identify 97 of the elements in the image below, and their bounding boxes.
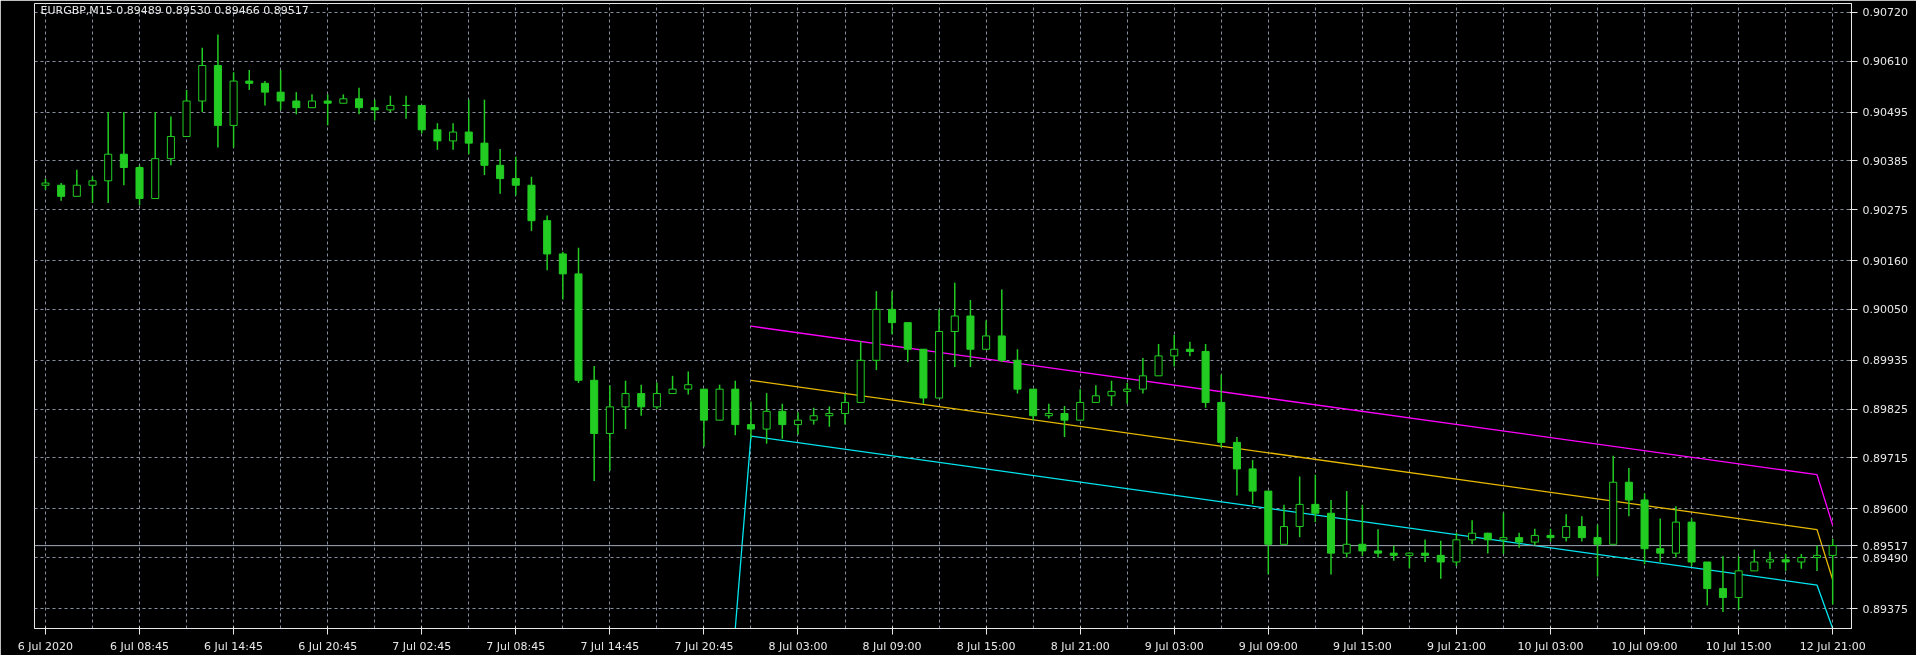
candlestick: [166, 115, 175, 167]
x-tick-label: 10 Jul 03:00: [1517, 639, 1584, 653]
candlestick: [119, 111, 128, 186]
candlestick: [1593, 524, 1602, 578]
candlestick: [1279, 504, 1289, 546]
candlestick: [1624, 467, 1633, 518]
candlestick: [950, 282, 959, 368]
candlestick: [1812, 544, 1822, 572]
y-tick-label: 0.89490: [1862, 551, 1908, 565]
candlestick: [323, 93, 332, 127]
candlestick: [982, 319, 991, 351]
x-tick-label: 8 Jul 21:00: [1050, 639, 1110, 653]
candlestick: [825, 405, 834, 428]
candlestick: [464, 98, 473, 155]
candlestick: [1468, 519, 1477, 546]
candlestick: [292, 91, 301, 116]
candlestick: [778, 403, 787, 440]
candlestick: [1499, 512, 1508, 555]
candlestick: [260, 80, 269, 107]
candlestick: [1185, 340, 1194, 358]
x-tick-label: 7 Jul 20:45: [674, 639, 734, 653]
candlestick: [88, 175, 97, 204]
x-tick-label: 6 Jul 20:45: [298, 639, 358, 653]
candlestick: [480, 98, 489, 176]
x-tick-label: 7 Jul 14:45: [580, 639, 640, 653]
x-tick-label: 7 Jul 02:45: [392, 639, 452, 653]
x-tick-label: 10 Jul 15:00: [1705, 639, 1772, 653]
y-tick-label: 0.90720: [1862, 6, 1908, 20]
y-tick-label: 0.90275: [1862, 203, 1908, 217]
candlestick: [684, 370, 693, 396]
candlestick: [1342, 490, 1351, 559]
candlestick: [1562, 513, 1571, 543]
candlestick: [72, 168, 81, 198]
candlestick: [1170, 334, 1179, 368]
x-tick-label: 8 Jul 15:00: [956, 639, 1016, 653]
x-tick-label: 6 Jul 14:45: [204, 639, 264, 653]
candlestick: [1421, 538, 1430, 563]
x-tick-label: 9 Jul 21:00: [1426, 639, 1486, 653]
candlestick: [511, 156, 520, 197]
candlestick: [1138, 357, 1147, 395]
candlestick: [1656, 517, 1665, 563]
candlestick: [1765, 551, 1775, 570]
candlestick: [1750, 548, 1759, 572]
y-tick-label: 0.90610: [1862, 55, 1908, 69]
candlestick: [496, 148, 505, 195]
candlestick: [1436, 539, 1445, 580]
candlestick: [276, 69, 285, 111]
candlestick: [888, 290, 897, 335]
candlestick: [1044, 403, 1053, 420]
x-tick-label: 6 Jul 08:45: [110, 639, 170, 653]
candlestick: [1374, 528, 1383, 559]
candlestick: [762, 392, 771, 445]
candlestick: [1154, 343, 1163, 377]
y-tick-label: 0.89935: [1862, 354, 1908, 368]
y-tick-label: 0.90160: [1862, 254, 1908, 268]
candlestick: [433, 122, 442, 151]
candlestick: [1577, 515, 1586, 543]
candlestick: [1295, 475, 1304, 538]
y-tick-label: 0.89825: [1862, 403, 1908, 417]
x-tick-label: 10 Jul 09:00: [1611, 639, 1678, 653]
x-tick-label: 9 Jul 15:00: [1332, 639, 1392, 653]
candlestick: [1060, 405, 1069, 438]
candlestick: [449, 122, 458, 151]
x-tick-label: 8 Jul 03:00: [768, 639, 828, 653]
candlestick: [354, 86, 364, 116]
candlestick: [1123, 382, 1132, 405]
candlestick: [621, 379, 630, 430]
candlestick: [652, 381, 661, 410]
candlestick: [558, 250, 567, 301]
candlestick: [746, 400, 755, 440]
chart-title: EURGBP,M15 0.89489 0.89530 0.89466 0.89517: [40, 3, 309, 17]
candlestick: [1718, 555, 1727, 613]
y-tick-label: 0.89375: [1862, 602, 1908, 616]
x-tick-label: 9 Jul 03:00: [1144, 639, 1204, 653]
ref-line-label: 0.89517: [1862, 539, 1908, 553]
candlestick: [1828, 538, 1837, 606]
candlestick: [637, 383, 646, 417]
x-tick-label: 12 Jul 21:00: [1799, 639, 1866, 653]
x-tick-label: 6 Jul 2020: [17, 639, 74, 653]
x-tick-label: 9 Jul 09:00: [1238, 639, 1298, 653]
candlestick: [1107, 379, 1116, 407]
x-tick-label: 7 Jul 08:45: [486, 639, 546, 653]
y-tick-label: 0.89715: [1862, 451, 1908, 465]
candlestick: [1076, 388, 1085, 421]
y-tick-label: 0.89600: [1862, 502, 1908, 516]
candlestick: [370, 98, 379, 122]
candlestick: [245, 69, 254, 91]
candlestick: [1311, 473, 1320, 523]
candlestick: [1358, 504, 1367, 557]
candlestick: [840, 392, 850, 426]
x-tick-label: 8 Jul 09:00: [862, 639, 922, 653]
y-tick-label: 0.90050: [1862, 303, 1908, 317]
candlestick: [793, 411, 803, 436]
candlestick: [1452, 532, 1461, 567]
candlestick: [1248, 459, 1257, 505]
y-tick-label: 0.90385: [1862, 154, 1908, 168]
y-tick-label: 0.90495: [1862, 106, 1908, 120]
